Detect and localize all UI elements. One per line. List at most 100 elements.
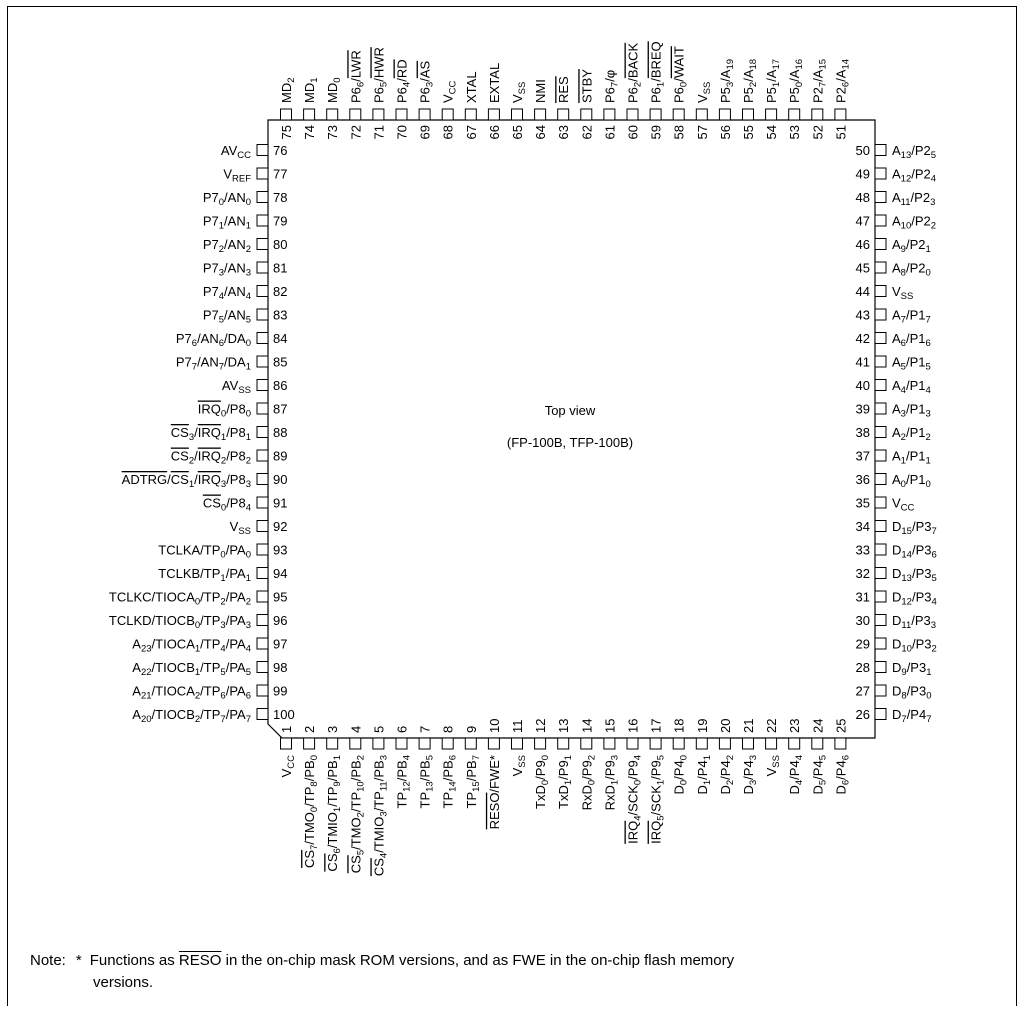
pin-label: IRQ0/P80 xyxy=(198,402,251,420)
pin-label-part: TxD xyxy=(533,785,548,809)
pin-number: 66 xyxy=(487,125,502,139)
pin-label: TxD1/P91 xyxy=(556,755,574,809)
pin-label-part: 4 xyxy=(402,82,413,87)
pin-label-part: /P4 xyxy=(833,760,848,780)
pin-label-part: /P4 xyxy=(787,760,802,780)
pin-label-part: 8 xyxy=(901,691,906,702)
pin-label-part: 15 xyxy=(901,526,912,537)
pin-square xyxy=(256,449,269,462)
pin-number: 18 xyxy=(672,719,687,733)
pin-label-part: /P3 xyxy=(907,684,927,699)
pin-label: A11/P23 xyxy=(892,190,935,208)
pin-number: 17 xyxy=(649,719,664,733)
pin-number: 9 xyxy=(464,726,479,733)
pin-label-part: D xyxy=(718,785,733,794)
pin-square xyxy=(534,737,547,750)
pin-label-part: 2 xyxy=(586,755,597,760)
pin-label-part: /P3 xyxy=(907,660,927,675)
pin-number: 10 xyxy=(487,719,502,733)
pin-square xyxy=(874,449,887,462)
pin-label-part: 1 xyxy=(189,479,194,490)
pin-label-part: / xyxy=(672,78,687,82)
pin-label-part: 0 xyxy=(586,780,597,785)
pin-label-part: 5 xyxy=(931,573,936,584)
pin-label: A9/P21 xyxy=(892,237,931,255)
pin-label-part: 0 xyxy=(540,780,551,785)
pin-label-part: D xyxy=(672,785,687,794)
pin-label-part: A xyxy=(892,167,901,182)
pin-label: A20/TIOCB2/TP7/PA7 xyxy=(132,707,251,725)
pin-label: A6/P16 xyxy=(892,331,931,349)
pin-label: CS7/TMO0/TP8/PB0 xyxy=(302,755,320,868)
pin-label-part: TP xyxy=(395,792,410,809)
pin-label-part: 7 xyxy=(901,315,906,326)
pin-label-part: A xyxy=(892,449,901,464)
pin-label-part: 1 xyxy=(925,456,930,467)
pin-square xyxy=(256,191,269,203)
pin-label: D14/P36 xyxy=(892,543,937,561)
pin-label: VSS xyxy=(892,284,913,302)
pin-label: CS2/IRQ2/P82 xyxy=(171,449,251,467)
pin-label-part: 4 xyxy=(402,755,413,760)
pin-square xyxy=(256,708,269,720)
pin-label-part: 1 xyxy=(702,780,713,785)
pin-label: VSS xyxy=(695,82,713,103)
pin-label-part: / xyxy=(649,78,664,82)
pin-label-part: 2 xyxy=(931,221,936,232)
pin-number: 76 xyxy=(273,143,287,158)
pin-square xyxy=(487,108,500,121)
pin-number: 63 xyxy=(556,125,571,139)
pin-label: P75/AN5 xyxy=(203,308,251,326)
pin-label: AVCC xyxy=(221,143,251,161)
pin-number: 77 xyxy=(273,167,287,182)
pin-number: 7 xyxy=(418,726,433,733)
pin-label-part: 23 xyxy=(141,644,152,655)
pin-label: A7/P17 xyxy=(892,308,931,326)
pin-label-part: 6 xyxy=(448,755,459,760)
pin-label: P76/AN6/DA0 xyxy=(176,331,251,349)
pin-label-part: IRQ xyxy=(626,821,641,844)
pin-label-part: 15 xyxy=(471,781,482,792)
pin-number: 57 xyxy=(695,125,710,139)
pin-label-part: 7 xyxy=(192,362,197,373)
pin-square xyxy=(874,285,887,297)
pin-label-part: /PA xyxy=(226,566,246,581)
pin-square xyxy=(441,737,454,750)
pin-label-part: REF xyxy=(232,174,251,185)
pin-label-part: /PA xyxy=(226,543,246,558)
pin-label: D0/P40 xyxy=(672,755,690,795)
pin-label-part: P7 xyxy=(176,355,192,370)
pin-label-part: 0 xyxy=(540,755,551,760)
pin-label-part: /DA xyxy=(224,331,246,346)
pin-label-part: 1 xyxy=(246,221,251,232)
pin-label-part: 0 xyxy=(925,268,930,279)
pin-label-part: 2 xyxy=(195,691,200,702)
pin-label: D11/P33 xyxy=(892,613,936,631)
pin-number: 92 xyxy=(273,519,287,534)
pin-label: TxD0/P90 xyxy=(533,755,551,809)
pin-label-part: 1 xyxy=(702,755,713,760)
pin-label-part: /P2 xyxy=(911,190,931,205)
pin-number: 6 xyxy=(395,726,410,733)
pin-label-part: 4 xyxy=(794,780,805,785)
pin-label-part: 7 xyxy=(931,526,936,537)
pin-number: 28 xyxy=(856,660,870,675)
pin-square xyxy=(372,108,385,121)
pin-number: 29 xyxy=(856,637,870,652)
pin-number: 15 xyxy=(602,719,617,733)
pin-square xyxy=(557,737,570,750)
pin-label-part: 11 xyxy=(378,781,389,791)
pin-number: 46 xyxy=(856,237,870,252)
pin-label-part: 3 xyxy=(219,268,224,279)
pin-label: RES xyxy=(556,76,571,103)
pin-label-part: /P1 xyxy=(906,355,926,370)
pin-label-part: 0 xyxy=(925,479,930,490)
pin-label: A1/P11 xyxy=(892,449,931,467)
pin-label-part: /AN xyxy=(197,355,219,370)
pin-number: 24 xyxy=(810,719,825,733)
pin-label-part: AS xyxy=(418,61,433,79)
pin-square xyxy=(580,737,593,750)
pin-label: P61/BREQ xyxy=(649,41,667,103)
pin-label-part: /AN xyxy=(224,261,246,276)
pin-label-part: /P2 xyxy=(906,237,926,252)
